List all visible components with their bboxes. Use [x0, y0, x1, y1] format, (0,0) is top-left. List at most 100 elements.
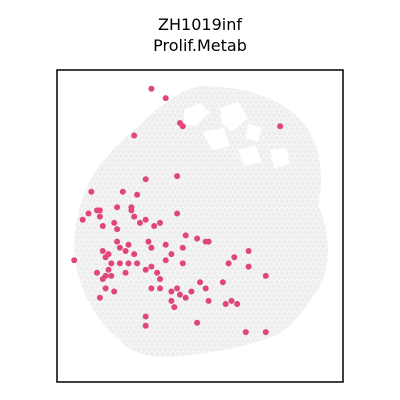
background-spot	[123, 171, 129, 177]
background-spot	[94, 176, 100, 182]
background-spot	[180, 180, 186, 186]
background-spot	[102, 108, 108, 114]
background-spot	[313, 266, 319, 272]
background-spot	[263, 279, 269, 285]
background-spot	[74, 306, 77, 312]
background-spot	[243, 86, 249, 87]
background-spot	[224, 266, 230, 272]
background-spot	[217, 243, 223, 249]
background-spot	[279, 171, 285, 177]
background-spot	[310, 225, 316, 231]
background-spot	[300, 198, 306, 204]
background-spot	[193, 158, 199, 164]
background-spot	[237, 252, 243, 258]
background-spot	[159, 351, 165, 357]
background-spot	[227, 135, 233, 141]
background-spot	[297, 203, 303, 209]
background-spot	[279, 198, 285, 204]
background-spot	[222, 315, 228, 321]
background-spot	[326, 279, 328, 285]
background-spot	[326, 342, 328, 348]
background-spot	[269, 333, 275, 339]
background-spot	[170, 261, 176, 267]
background-spot	[321, 297, 327, 303]
background-spot	[313, 311, 319, 317]
background-spot	[74, 230, 80, 236]
background-spot	[183, 356, 189, 357]
background-spot	[282, 329, 288, 335]
background-spot	[214, 356, 220, 357]
background-spot	[196, 297, 202, 303]
background-spot	[193, 329, 199, 335]
background-spot	[183, 185, 189, 191]
background-spot	[315, 99, 321, 105]
background-spot	[243, 180, 249, 186]
background-spot	[191, 306, 197, 312]
background-spot	[326, 207, 328, 213]
background-spot	[227, 162, 233, 168]
background-spot	[323, 113, 328, 118]
background-spot	[289, 117, 295, 123]
background-spot	[178, 221, 184, 227]
background-spot	[235, 248, 241, 254]
background-spot	[295, 99, 301, 105]
background-spot	[165, 189, 171, 195]
background-spot	[92, 144, 98, 150]
background-spot	[219, 230, 225, 236]
background-spot	[253, 86, 259, 87]
background-spot	[269, 288, 275, 294]
background-spot	[282, 338, 288, 344]
background-spot	[183, 203, 189, 209]
background-spot	[302, 86, 308, 91]
background-spot	[248, 225, 254, 231]
background-spot	[235, 239, 241, 245]
background-spot	[74, 189, 77, 195]
background-spot	[321, 216, 327, 222]
background-spot	[313, 176, 319, 182]
background-spot	[258, 189, 264, 195]
background-spot	[87, 86, 93, 87]
background-spot	[313, 239, 319, 245]
background-spot	[162, 338, 168, 344]
background-spot	[332, 172, 337, 177]
background-spot	[261, 356, 267, 357]
background-spot	[154, 189, 160, 195]
background-spot	[185, 171, 191, 177]
background-spot	[219, 248, 225, 254]
background-spot	[315, 333, 321, 339]
background-spot	[235, 329, 241, 335]
background-spot	[321, 243, 327, 249]
background-spot	[79, 320, 85, 326]
background-spot	[323, 329, 328, 335]
background-spot	[263, 117, 269, 123]
background-spot	[204, 149, 210, 154]
background-spot	[110, 131, 116, 136]
background-spot	[115, 113, 121, 118]
background-spot	[191, 351, 197, 357]
background-spot	[253, 252, 259, 258]
background-spot	[193, 302, 199, 308]
background-spot	[74, 311, 80, 317]
background-spot	[230, 338, 236, 344]
background-spot	[201, 189, 207, 195]
background-spot	[222, 90, 228, 96]
background-spot	[256, 338, 262, 344]
background-spot	[256, 311, 262, 317]
background-spot	[136, 113, 142, 118]
background-spot	[287, 104, 293, 109]
background-spot	[230, 248, 236, 254]
background-spot	[230, 149, 236, 154]
background-spot	[74, 113, 80, 118]
background-spot	[139, 270, 145, 276]
background-spot	[315, 162, 321, 168]
background-spot	[297, 275, 303, 281]
background-spot	[230, 356, 236, 357]
background-spot	[89, 158, 95, 164]
background-spot	[235, 356, 241, 357]
background-spot	[123, 108, 129, 114]
background-spot	[191, 279, 197, 285]
background-spot	[94, 347, 100, 353]
background-spot	[188, 203, 194, 209]
background-spot	[297, 311, 303, 317]
background-spot	[128, 306, 134, 312]
